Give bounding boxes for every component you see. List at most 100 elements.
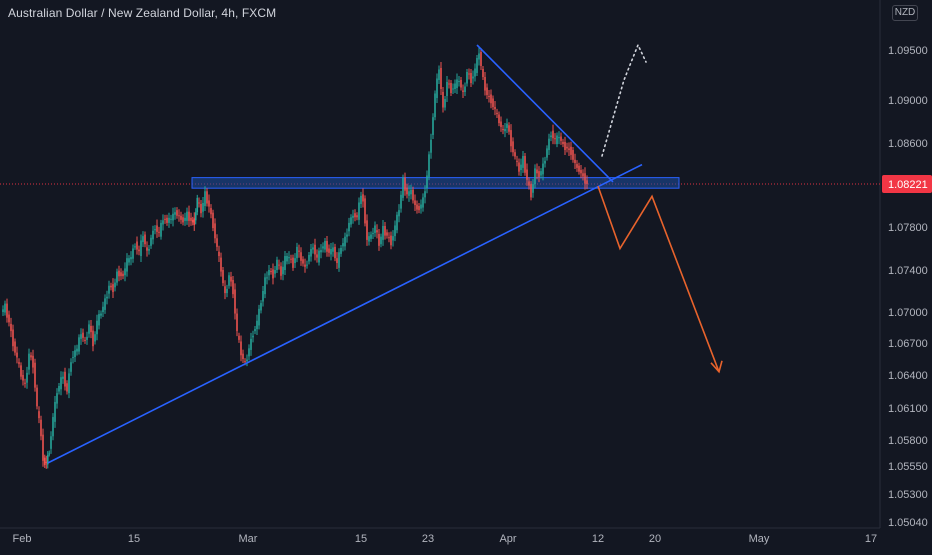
candle-body <box>204 191 206 207</box>
candle <box>570 141 572 160</box>
candle <box>298 244 300 258</box>
candle-body <box>54 401 56 422</box>
candle <box>120 268 122 281</box>
candle <box>198 197 200 208</box>
candle <box>78 334 80 355</box>
candle <box>470 69 472 87</box>
candle-body <box>328 248 330 253</box>
candle <box>10 317 12 338</box>
drawings-layer <box>47 42 723 464</box>
candle-body <box>388 237 390 239</box>
candle <box>568 142 570 157</box>
price-tick-label: 1.05300 <box>888 489 928 501</box>
candle <box>80 328 82 345</box>
candle-body <box>4 303 6 313</box>
candle <box>168 212 170 228</box>
candle <box>482 66 484 80</box>
candle-body <box>40 419 42 437</box>
candle-body <box>532 184 534 193</box>
candle-body <box>430 139 432 153</box>
candle <box>268 265 270 281</box>
candle-body <box>352 215 354 218</box>
candle-body <box>56 393 58 404</box>
candle <box>446 76 448 102</box>
candle <box>156 219 158 238</box>
candle-body <box>60 377 62 390</box>
candle <box>354 209 356 222</box>
candle <box>104 294 106 314</box>
grid-layer <box>0 0 881 529</box>
candle <box>466 69 468 87</box>
candle-body <box>276 259 278 270</box>
candle-body <box>570 146 572 155</box>
candle <box>420 199 422 214</box>
candle-body <box>188 211 190 221</box>
candle <box>376 224 378 239</box>
candle-body <box>336 258 338 264</box>
candle <box>126 253 128 277</box>
candle <box>550 131 552 142</box>
candle <box>160 219 162 240</box>
candle-body <box>370 234 372 239</box>
candle <box>558 131 560 145</box>
candle-body <box>442 92 444 108</box>
candle <box>202 196 204 218</box>
candle <box>434 90 436 121</box>
candle <box>304 258 306 273</box>
candle <box>142 231 144 248</box>
candle <box>34 358 36 392</box>
candle <box>542 157 544 181</box>
candle <box>24 378 26 388</box>
candle <box>158 226 160 237</box>
candle-body <box>152 230 154 240</box>
candle <box>226 284 228 298</box>
candle <box>50 431 52 454</box>
candle-body <box>170 218 172 220</box>
candle-body <box>560 136 562 141</box>
symbol-title[interactable]: Australian Dollar / New Zealand Dollar, … <box>8 6 277 20</box>
price-tick-label: 1.08600 <box>888 138 928 150</box>
candle <box>22 370 24 386</box>
candle-body <box>196 197 199 213</box>
price-tick-label: 1.07800 <box>888 222 928 234</box>
candle-body <box>214 223 216 239</box>
candle <box>422 193 424 212</box>
candle <box>210 204 212 219</box>
candle <box>260 300 262 314</box>
candle <box>342 238 344 252</box>
candle-body <box>342 243 344 247</box>
candle-body <box>102 306 104 312</box>
candle <box>402 174 404 201</box>
candle <box>510 124 512 153</box>
candle-body <box>220 257 222 272</box>
candle-body <box>224 286 226 294</box>
candle <box>548 133 550 156</box>
candle-body <box>222 270 224 284</box>
candle <box>426 170 428 194</box>
candle <box>560 132 562 145</box>
candle-body <box>458 81 460 82</box>
candle-body <box>416 204 418 210</box>
candle <box>276 256 278 273</box>
candle <box>400 190 402 213</box>
candle-body <box>502 129 504 131</box>
candle-body <box>300 252 302 261</box>
currency-badge[interactable]: NZD <box>892 5 918 21</box>
candle-body <box>122 273 124 277</box>
candle-body <box>250 338 252 350</box>
candle-body <box>436 78 438 98</box>
candle <box>96 314 98 341</box>
candle <box>264 273 266 299</box>
candle-body <box>494 106 496 110</box>
candle <box>12 324 14 352</box>
candle-body <box>256 320 258 330</box>
candle <box>82 328 84 342</box>
candle <box>16 346 18 364</box>
candle <box>364 195 366 227</box>
candle <box>494 100 496 116</box>
candle <box>472 70 474 85</box>
candle-body <box>294 258 296 264</box>
time-tick-label: 17 <box>865 533 877 545</box>
